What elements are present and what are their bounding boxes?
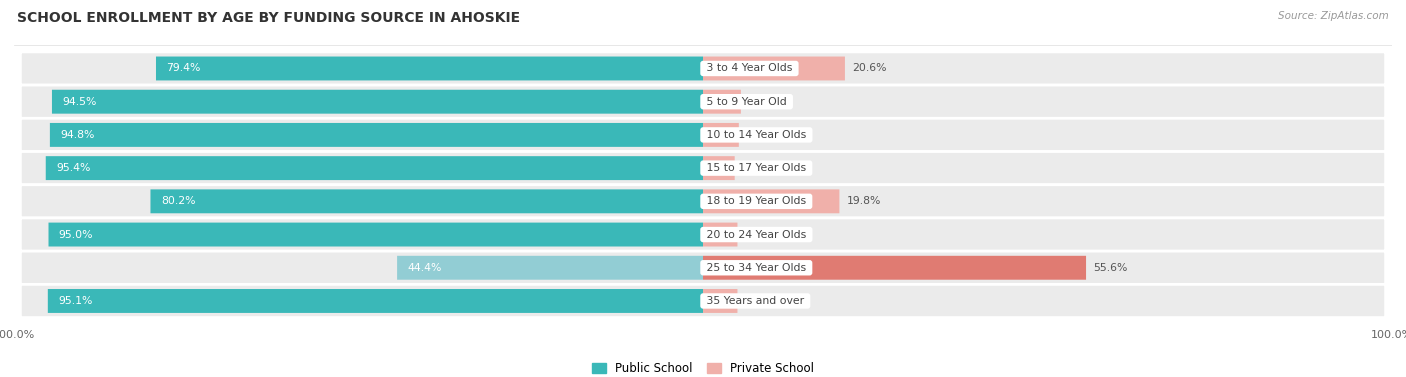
FancyBboxPatch shape bbox=[703, 256, 1085, 280]
Text: 35 Years and over: 35 Years and over bbox=[703, 296, 807, 306]
FancyBboxPatch shape bbox=[396, 256, 703, 280]
FancyBboxPatch shape bbox=[21, 152, 1385, 185]
Text: 95.1%: 95.1% bbox=[58, 296, 93, 306]
Text: 25 to 34 Year Olds: 25 to 34 Year Olds bbox=[703, 263, 810, 273]
Text: 80.2%: 80.2% bbox=[160, 196, 195, 206]
Text: 19.8%: 19.8% bbox=[846, 196, 880, 206]
FancyBboxPatch shape bbox=[49, 123, 703, 147]
FancyBboxPatch shape bbox=[21, 251, 1385, 284]
FancyBboxPatch shape bbox=[703, 222, 738, 247]
Text: 15 to 17 Year Olds: 15 to 17 Year Olds bbox=[703, 163, 810, 173]
Text: 95.0%: 95.0% bbox=[59, 230, 93, 239]
Text: 4.6%: 4.6% bbox=[741, 163, 769, 173]
FancyBboxPatch shape bbox=[703, 123, 738, 147]
FancyBboxPatch shape bbox=[21, 52, 1385, 85]
Text: 20 to 24 Year Olds: 20 to 24 Year Olds bbox=[703, 230, 810, 239]
FancyBboxPatch shape bbox=[703, 189, 839, 213]
Legend: Public School, Private School: Public School, Private School bbox=[586, 357, 820, 377]
Text: 5.2%: 5.2% bbox=[745, 130, 773, 140]
Text: 5.5%: 5.5% bbox=[748, 97, 775, 107]
Text: 5 to 9 Year Old: 5 to 9 Year Old bbox=[703, 97, 790, 107]
Text: 18 to 19 Year Olds: 18 to 19 Year Olds bbox=[703, 196, 810, 206]
Text: 5.0%: 5.0% bbox=[744, 230, 772, 239]
FancyBboxPatch shape bbox=[21, 218, 1385, 251]
Text: 5.0%: 5.0% bbox=[744, 296, 772, 306]
FancyBboxPatch shape bbox=[52, 90, 703, 113]
Text: 94.8%: 94.8% bbox=[60, 130, 94, 140]
FancyBboxPatch shape bbox=[46, 156, 703, 180]
FancyBboxPatch shape bbox=[703, 289, 738, 313]
FancyBboxPatch shape bbox=[48, 289, 703, 313]
FancyBboxPatch shape bbox=[156, 57, 703, 80]
FancyBboxPatch shape bbox=[703, 57, 845, 80]
FancyBboxPatch shape bbox=[21, 185, 1385, 218]
Text: 79.4%: 79.4% bbox=[166, 63, 201, 74]
FancyBboxPatch shape bbox=[21, 284, 1385, 317]
FancyBboxPatch shape bbox=[150, 189, 703, 213]
Text: 3 to 4 Year Olds: 3 to 4 Year Olds bbox=[703, 63, 796, 74]
Text: 20.6%: 20.6% bbox=[852, 63, 886, 74]
Text: Source: ZipAtlas.com: Source: ZipAtlas.com bbox=[1278, 11, 1389, 21]
Text: 94.5%: 94.5% bbox=[62, 97, 97, 107]
Text: 55.6%: 55.6% bbox=[1092, 263, 1128, 273]
FancyBboxPatch shape bbox=[48, 222, 703, 247]
FancyBboxPatch shape bbox=[21, 118, 1385, 152]
Text: 44.4%: 44.4% bbox=[408, 263, 441, 273]
Text: 95.4%: 95.4% bbox=[56, 163, 90, 173]
Text: 10 to 14 Year Olds: 10 to 14 Year Olds bbox=[703, 130, 810, 140]
FancyBboxPatch shape bbox=[703, 156, 735, 180]
FancyBboxPatch shape bbox=[21, 85, 1385, 118]
FancyBboxPatch shape bbox=[703, 90, 741, 113]
Text: SCHOOL ENROLLMENT BY AGE BY FUNDING SOURCE IN AHOSKIE: SCHOOL ENROLLMENT BY AGE BY FUNDING SOUR… bbox=[17, 11, 520, 25]
